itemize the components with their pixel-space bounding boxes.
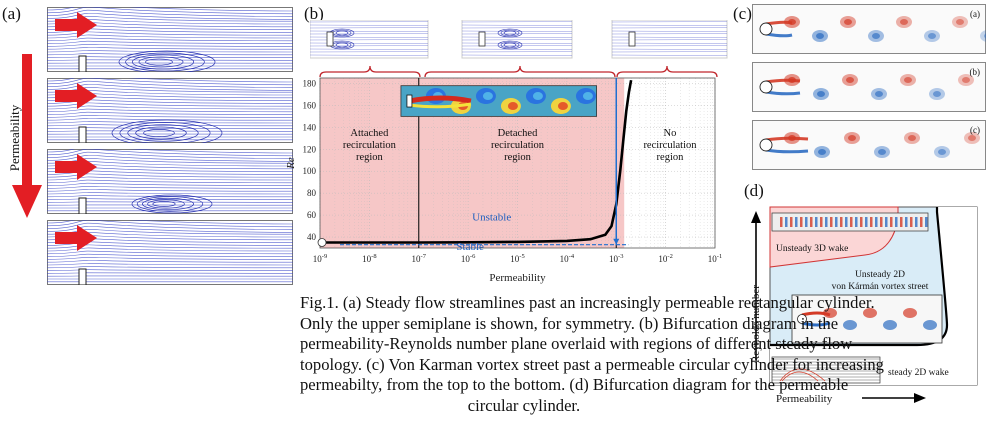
2d-wake-inset [791, 294, 943, 344]
vorticity-inset [400, 85, 598, 117]
region-label: recirculation [491, 140, 545, 151]
region-brace [424, 65, 616, 78]
caption-line: Fig.1. (a) Steady flow streamlines past … [300, 293, 875, 312]
vortex-street-panel: (c) [752, 120, 986, 170]
y-tick-label: 60 [307, 210, 317, 220]
plot-area [319, 77, 716, 249]
permeability-side-label: Permeability [7, 104, 22, 172]
steady-wake-inset [771, 356, 881, 384]
bifurcation-chart: 40 60 80 100 120 140 160 180 10-9 10-8 10-7 10-6 10-… [285, 77, 722, 284]
3d-wake-label: Unsteady 3D wake [776, 244, 848, 254]
cylinder-marker [317, 238, 327, 247]
vortex-street-panel: (b) [752, 62, 986, 112]
streamline-panel [47, 7, 293, 72]
3d-wake-inset [771, 212, 929, 232]
x-axis-label: Permeability [489, 272, 546, 284]
flow-direction-arrow [55, 225, 97, 251]
topology-thumbnails [310, 20, 728, 78]
vortex-street-panels: (a) (b) (c) [752, 0, 988, 172]
streamline-panel [47, 78, 293, 143]
panel-d-label: (d) [744, 181, 764, 200]
y-tick-label: 80 [307, 188, 317, 198]
x-tick-label: 10-5 [510, 253, 524, 264]
streamline-panel [47, 149, 293, 214]
y-tick-label: 120 [303, 144, 317, 154]
y-axis-label: Reynolds number [750, 285, 762, 363]
caption-line: permeabilty, from the top to the bottom.… [300, 375, 849, 394]
x-tick-label: 10-6 [461, 253, 476, 264]
sub-panel-label: (b) [970, 67, 981, 77]
cylinder-marker [759, 80, 773, 94]
2d-wake-label: Unsteady 2D [855, 270, 905, 280]
panel-b-label: (b) [304, 4, 324, 23]
x-tick-label: 10-7 [412, 253, 427, 264]
y-tick-label: 160 [303, 100, 317, 110]
streamline-panels [47, 2, 293, 285]
caption-line: permeability-Reynolds number plane overl… [300, 334, 853, 353]
x-tick-label: 10-1 [708, 253, 722, 264]
2d-wake-label: von Kármán vortex street [832, 282, 929, 292]
permeability-arrow [12, 54, 42, 218]
permeable-cylinder-diagram: Unsteady 3D wake Unsteady 2D von Kármán vo… [750, 206, 978, 405]
topology-thumbnail [310, 20, 429, 59]
region-label: Detached [498, 128, 538, 139]
caption-line: circular cylinder. [467, 395, 581, 415]
stability-boundary-curve [770, 207, 949, 347]
region-label: region [504, 152, 532, 163]
region-label: No [664, 128, 677, 139]
panel-c-label: (c) [733, 4, 752, 23]
y-tick-label: 180 [303, 78, 317, 88]
vortex-street-panel: (a) [752, 4, 986, 54]
cylinder-marker [759, 22, 773, 36]
stable-label: Stable [456, 241, 484, 253]
sub-panel-label: (a) [970, 9, 980, 19]
unstable-label: Unstable [472, 212, 511, 224]
region-brace [319, 65, 421, 78]
caption-line: topology. (c) Von Karman vortex street p… [300, 354, 884, 374]
y-tick-label: 100 [303, 166, 317, 176]
steady-wake-label: steady 2D wake [888, 368, 949, 378]
panel-a-label: (a) [2, 4, 21, 23]
region-label: region [356, 152, 384, 163]
region-label: region [657, 152, 685, 163]
x-tick-label: 10-2 [658, 253, 672, 264]
flow-direction-arrow [55, 154, 97, 180]
streamline-panel [47, 220, 293, 285]
y-tick-label: 140 [303, 122, 317, 132]
cylinder-marker [759, 138, 773, 152]
sub-panel-label: (c) [970, 125, 980, 135]
y-axis-label: Re [285, 157, 297, 170]
y-axis-arrow [751, 211, 761, 223]
region-label: recirculation [643, 140, 697, 151]
neutral-stability-curve [320, 79, 633, 244]
x-tick-label: 10-4 [560, 253, 575, 264]
x-tick-label: 10-8 [362, 253, 376, 264]
topology-thumbnail [611, 20, 728, 59]
topology-thumbnail [461, 20, 573, 59]
flow-direction-arrow [55, 12, 97, 38]
y-tick-label: 40 [307, 232, 317, 242]
flow-direction-arrow [55, 83, 97, 109]
x-tick-label: 10-9 [313, 253, 327, 264]
caption-line: Only the upper semiplane is shown, for s… [300, 313, 839, 333]
region-label: Attached [350, 128, 389, 139]
x-tick-label: 10-3 [609, 253, 623, 264]
figure-caption: Fig.1. (a) Steady flow streamlines past … [300, 293, 884, 416]
x-axis-label: Permeability [776, 393, 833, 405]
region-label: recirculation [343, 140, 397, 151]
region-brace [616, 65, 718, 78]
x-axis-arrow [914, 393, 926, 403]
